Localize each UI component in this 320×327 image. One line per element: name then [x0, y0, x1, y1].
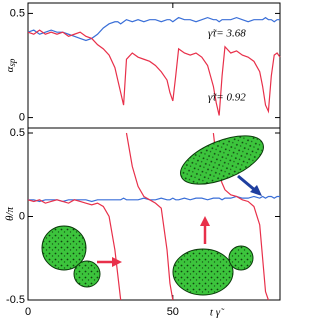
arrowhead — [112, 257, 122, 267]
y-tick-label: 0.5 — [10, 7, 25, 19]
vesicle — [41, 225, 87, 271]
decoration — [41, 135, 264, 296]
vesicle — [172, 248, 234, 296]
y-axis-label-main: θ/π — [4, 207, 16, 221]
arrowhead — [200, 216, 210, 226]
y-tick-label: 0 — [19, 111, 25, 123]
data-line — [27, 29, 281, 116]
vesicle — [73, 260, 101, 288]
arrowhead — [250, 185, 262, 196]
plot-frame — [27, 127, 281, 301]
plot-frame — [27, 2, 281, 129]
y-axis-label: αsp — [4, 58, 18, 72]
arrow — [237, 174, 257, 193]
series-label: γ̃τ= 3.68 — [208, 28, 246, 40]
x-tick-label: 0 — [25, 306, 31, 318]
y-axis-label-main: α — [4, 66, 16, 72]
data-line — [27, 16, 280, 42]
data-line — [28, 195, 280, 203]
vesicle — [180, 135, 264, 185]
y-axis-label: θ/π — [4, 207, 16, 221]
x-tick-label: 50 — [167, 306, 179, 318]
y-tick-label: -0.5 — [6, 294, 25, 306]
x-axis-label: t γ̃ — [210, 307, 225, 319]
y-tick-label: 0.5 — [10, 127, 25, 139]
y-tick-label: 0 — [19, 210, 25, 222]
series-label: γ̃τ= 0.92 — [208, 92, 246, 104]
y-axis-label-sub: sp — [7, 58, 17, 67]
vesicle — [228, 245, 254, 271]
